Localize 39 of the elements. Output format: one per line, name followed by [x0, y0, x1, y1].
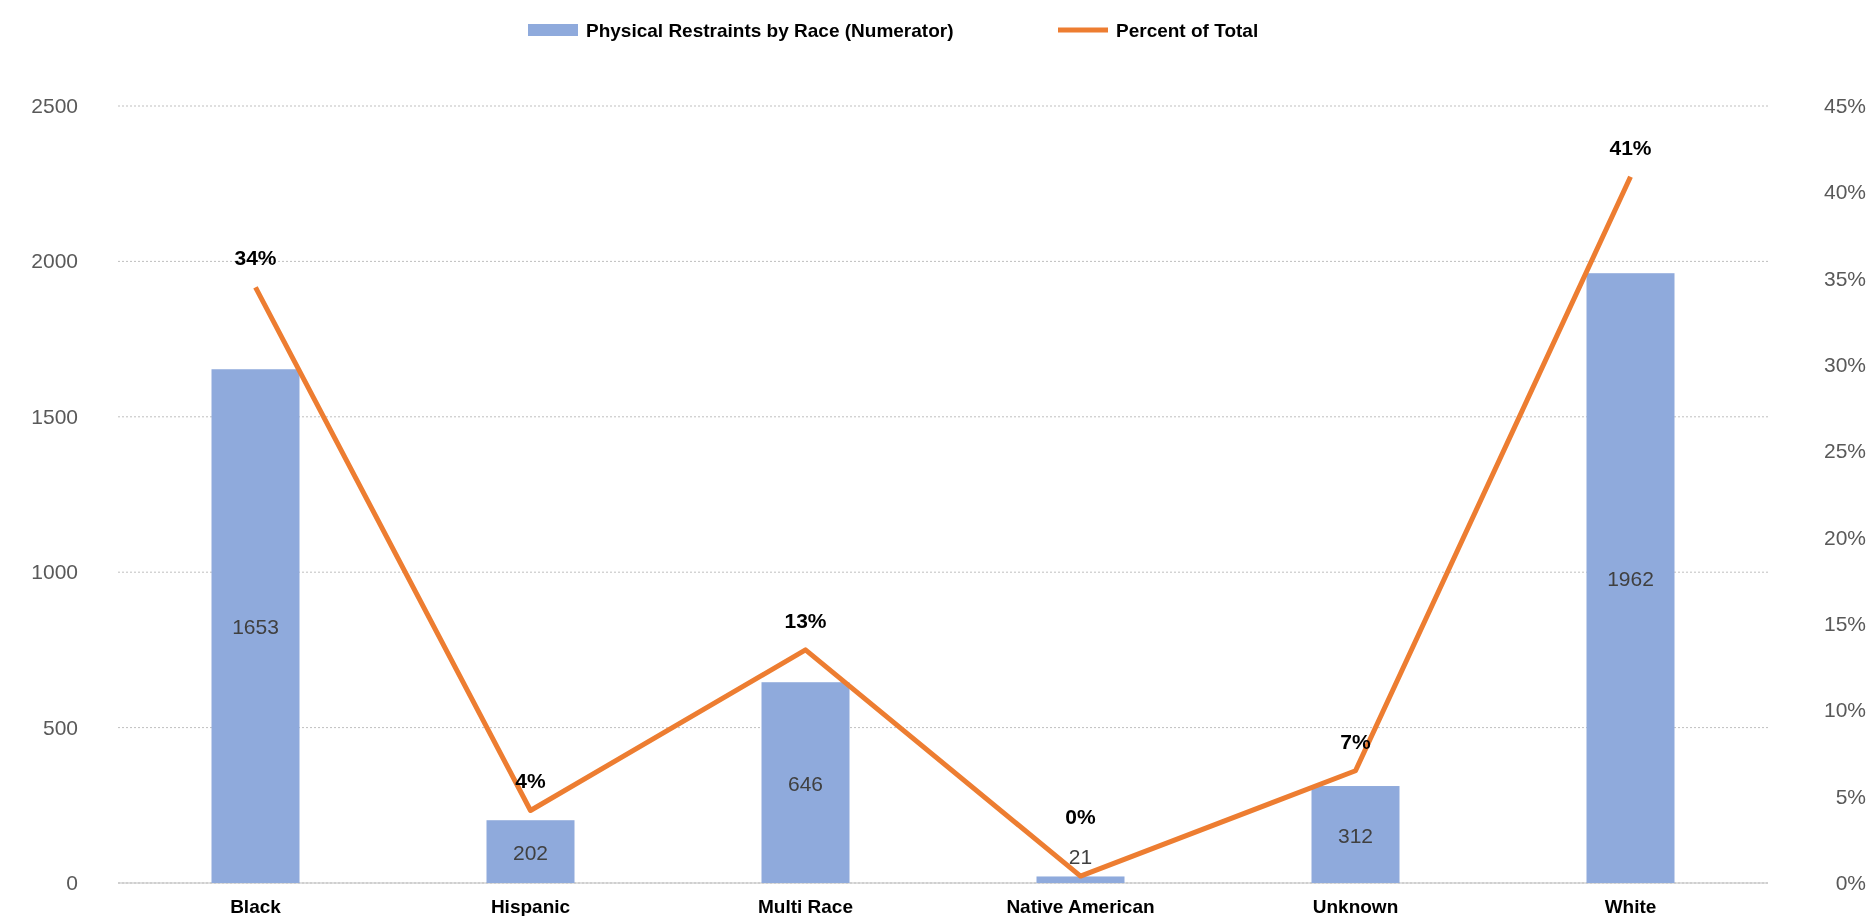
legend-label: Percent of Total [1116, 20, 1259, 41]
y2-tick-label: 25% [1823, 439, 1866, 463]
data-label: 34% [234, 246, 277, 270]
data-label: 1962 [1607, 567, 1654, 591]
bar [1586, 273, 1675, 883]
y-tick-label: 1000 [31, 560, 78, 584]
data-label: 21 [1068, 845, 1093, 869]
y-tick-label: 2000 [31, 249, 78, 273]
x-tick-label: Native American [1006, 896, 1155, 916]
y-tick-label: 2500 [31, 94, 78, 117]
bar [1311, 786, 1400, 883]
x-tick-label: Black [230, 896, 282, 916]
y-tick-label: 500 [42, 715, 78, 739]
data-label: 202 [512, 840, 549, 864]
bar [211, 369, 300, 883]
y-tick-label: 1500 [31, 404, 78, 428]
data-label: 646 [787, 771, 824, 795]
x-tick-label: Unknown [1312, 896, 1399, 916]
x-tick-label: White [1604, 896, 1657, 916]
bar [1036, 876, 1125, 883]
y2-tick-label: 45% [1823, 94, 1866, 117]
data-label: 312 [1337, 823, 1374, 847]
data-label: 13% [784, 608, 827, 632]
data-label: 0% [1065, 805, 1096, 829]
y2-tick-label: 40% [1823, 180, 1866, 204]
data-label: 1653 [232, 615, 279, 639]
y2-tick-label: 0% [1835, 871, 1866, 894]
y2-tick-label: 30% [1823, 353, 1866, 376]
y2-tick-label: 20% [1823, 525, 1866, 549]
y2-tick-label: 35% [1823, 266, 1866, 290]
data-label: 41% [1609, 135, 1652, 159]
legend-label: Physical Restraints by Race (Numerator) [586, 20, 954, 41]
bar [761, 682, 850, 883]
y-tick-label: 0 [66, 871, 78, 894]
y2-tick-label: 5% [1835, 784, 1866, 808]
y2-tick-label: 15% [1823, 612, 1866, 635]
x-tick-label: Multi Race [757, 896, 854, 916]
bar [486, 820, 575, 883]
y2-tick-label: 10% [1823, 698, 1866, 722]
